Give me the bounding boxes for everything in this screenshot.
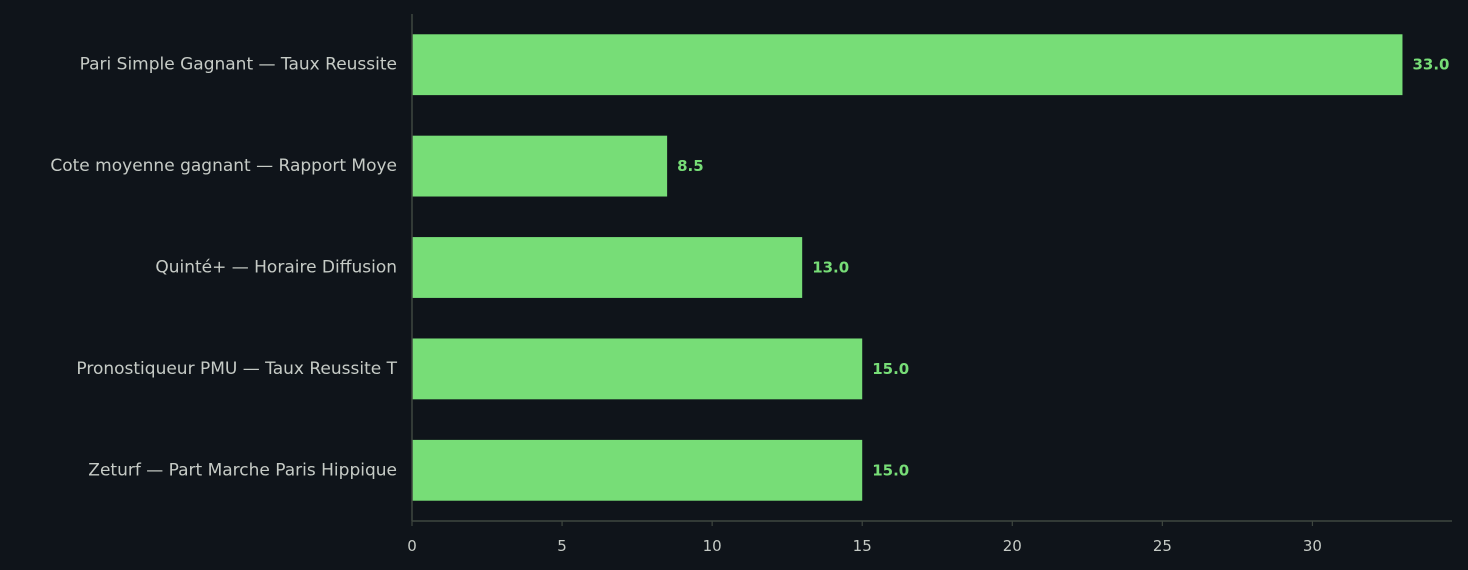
x-ticks: 0 5 10 15 20 25 30: [407, 521, 1322, 555]
bar: [412, 34, 1403, 96]
category-label: Quinté+ — Horaire Diffusion: [155, 258, 397, 278]
category-label: Pronostiqueur PMU — Taux Reussite T: [76, 359, 397, 379]
x-tick-label: 10: [703, 537, 722, 555]
category-label: Zeturf — Part Marche Paris Hippique: [88, 460, 397, 480]
x-tick-label: 30: [1303, 537, 1322, 555]
axes-layer: [411, 14, 1452, 522]
x-tick-label: 25: [1153, 537, 1172, 555]
bars-layer: [412, 34, 1403, 501]
category-label: Cote moyenne gagnant — Rapport Moye: [50, 156, 397, 176]
bar: [412, 237, 803, 298]
bar: [412, 135, 668, 197]
category-label: Pari Simple Gagnant — Taux Reussite: [80, 55, 397, 75]
category-labels: Pari Simple Gagnant — Taux Reussite Cote …: [50, 55, 397, 481]
x-tick-label: 20: [1003, 537, 1022, 555]
data-label: 15.0: [872, 360, 909, 378]
data-label: 15.0: [872, 461, 909, 479]
data-label: 13.0: [812, 259, 849, 277]
data-label: 33.0: [1412, 56, 1449, 74]
value-labels: 33.0 8.5 13.0 15.0 15.0: [677, 56, 1449, 480]
bar: [412, 439, 863, 501]
x-tick-label: 5: [557, 537, 567, 555]
bar: [412, 338, 863, 400]
data-label: 8.5: [677, 157, 704, 175]
x-tick-label: 15: [853, 537, 872, 555]
x-tick-label: 0: [407, 537, 417, 555]
